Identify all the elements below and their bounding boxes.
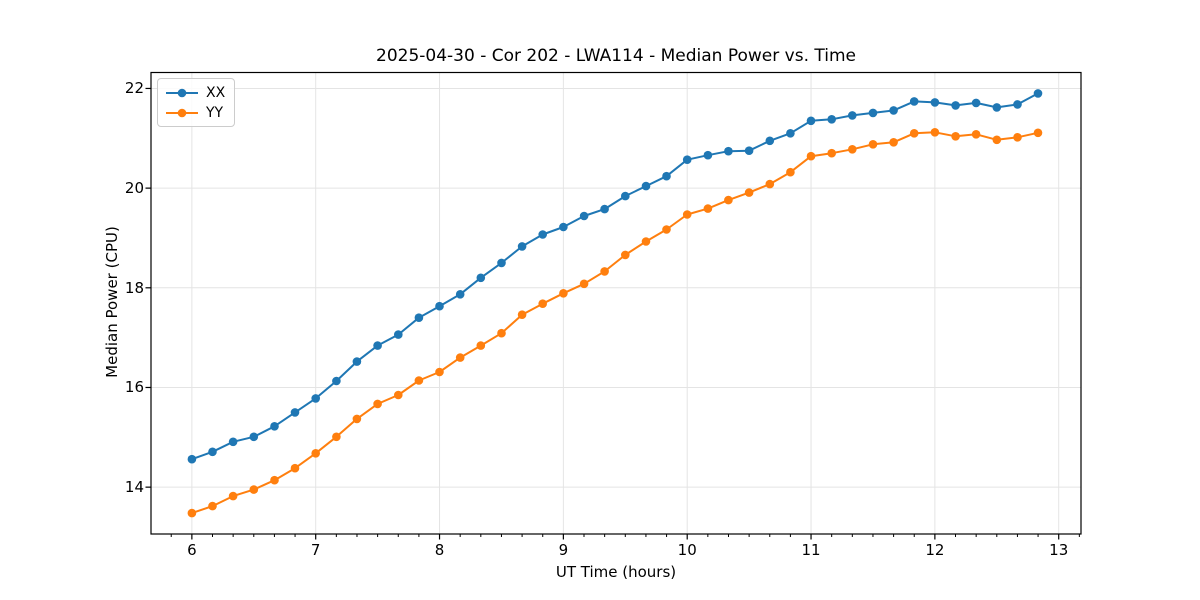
legend: XX YY — [157, 78, 236, 127]
legend-label-xx: XX — [206, 84, 226, 101]
chart-title: 2025-04-30 - Cor 202 - LWA114 - Median P… — [376, 46, 856, 66]
legend-marker-xx-icon — [166, 88, 198, 97]
y-tick-label: 14 — [124, 478, 144, 497]
x-tick-label: 7 — [310, 541, 321, 559]
legend-item-xx: XX — [165, 84, 225, 101]
x-tick-label: 13 — [1049, 541, 1069, 559]
y-tick-label: 20 — [124, 179, 144, 198]
x-tick-label: 8 — [434, 541, 445, 559]
x-tick-label: 6 — [187, 541, 197, 559]
y-tick-label: 18 — [124, 278, 144, 297]
x-tick-label: 12 — [925, 541, 945, 559]
legend-item-yy: YY — [165, 104, 225, 121]
x-tick-label: 9 — [558, 541, 569, 559]
x-tick-label: 10 — [677, 541, 697, 559]
y-axis-label: Median Power (CPU) — [103, 226, 121, 378]
y-tick-label: 22 — [124, 79, 144, 98]
y-tick-label: 16 — [124, 378, 144, 397]
legend-marker-yy-icon — [166, 108, 198, 117]
x-axis-label: UT Time (hours) — [555, 563, 677, 581]
legend-label-yy: YY — [206, 104, 224, 121]
x-tick-label: 11 — [801, 541, 821, 559]
